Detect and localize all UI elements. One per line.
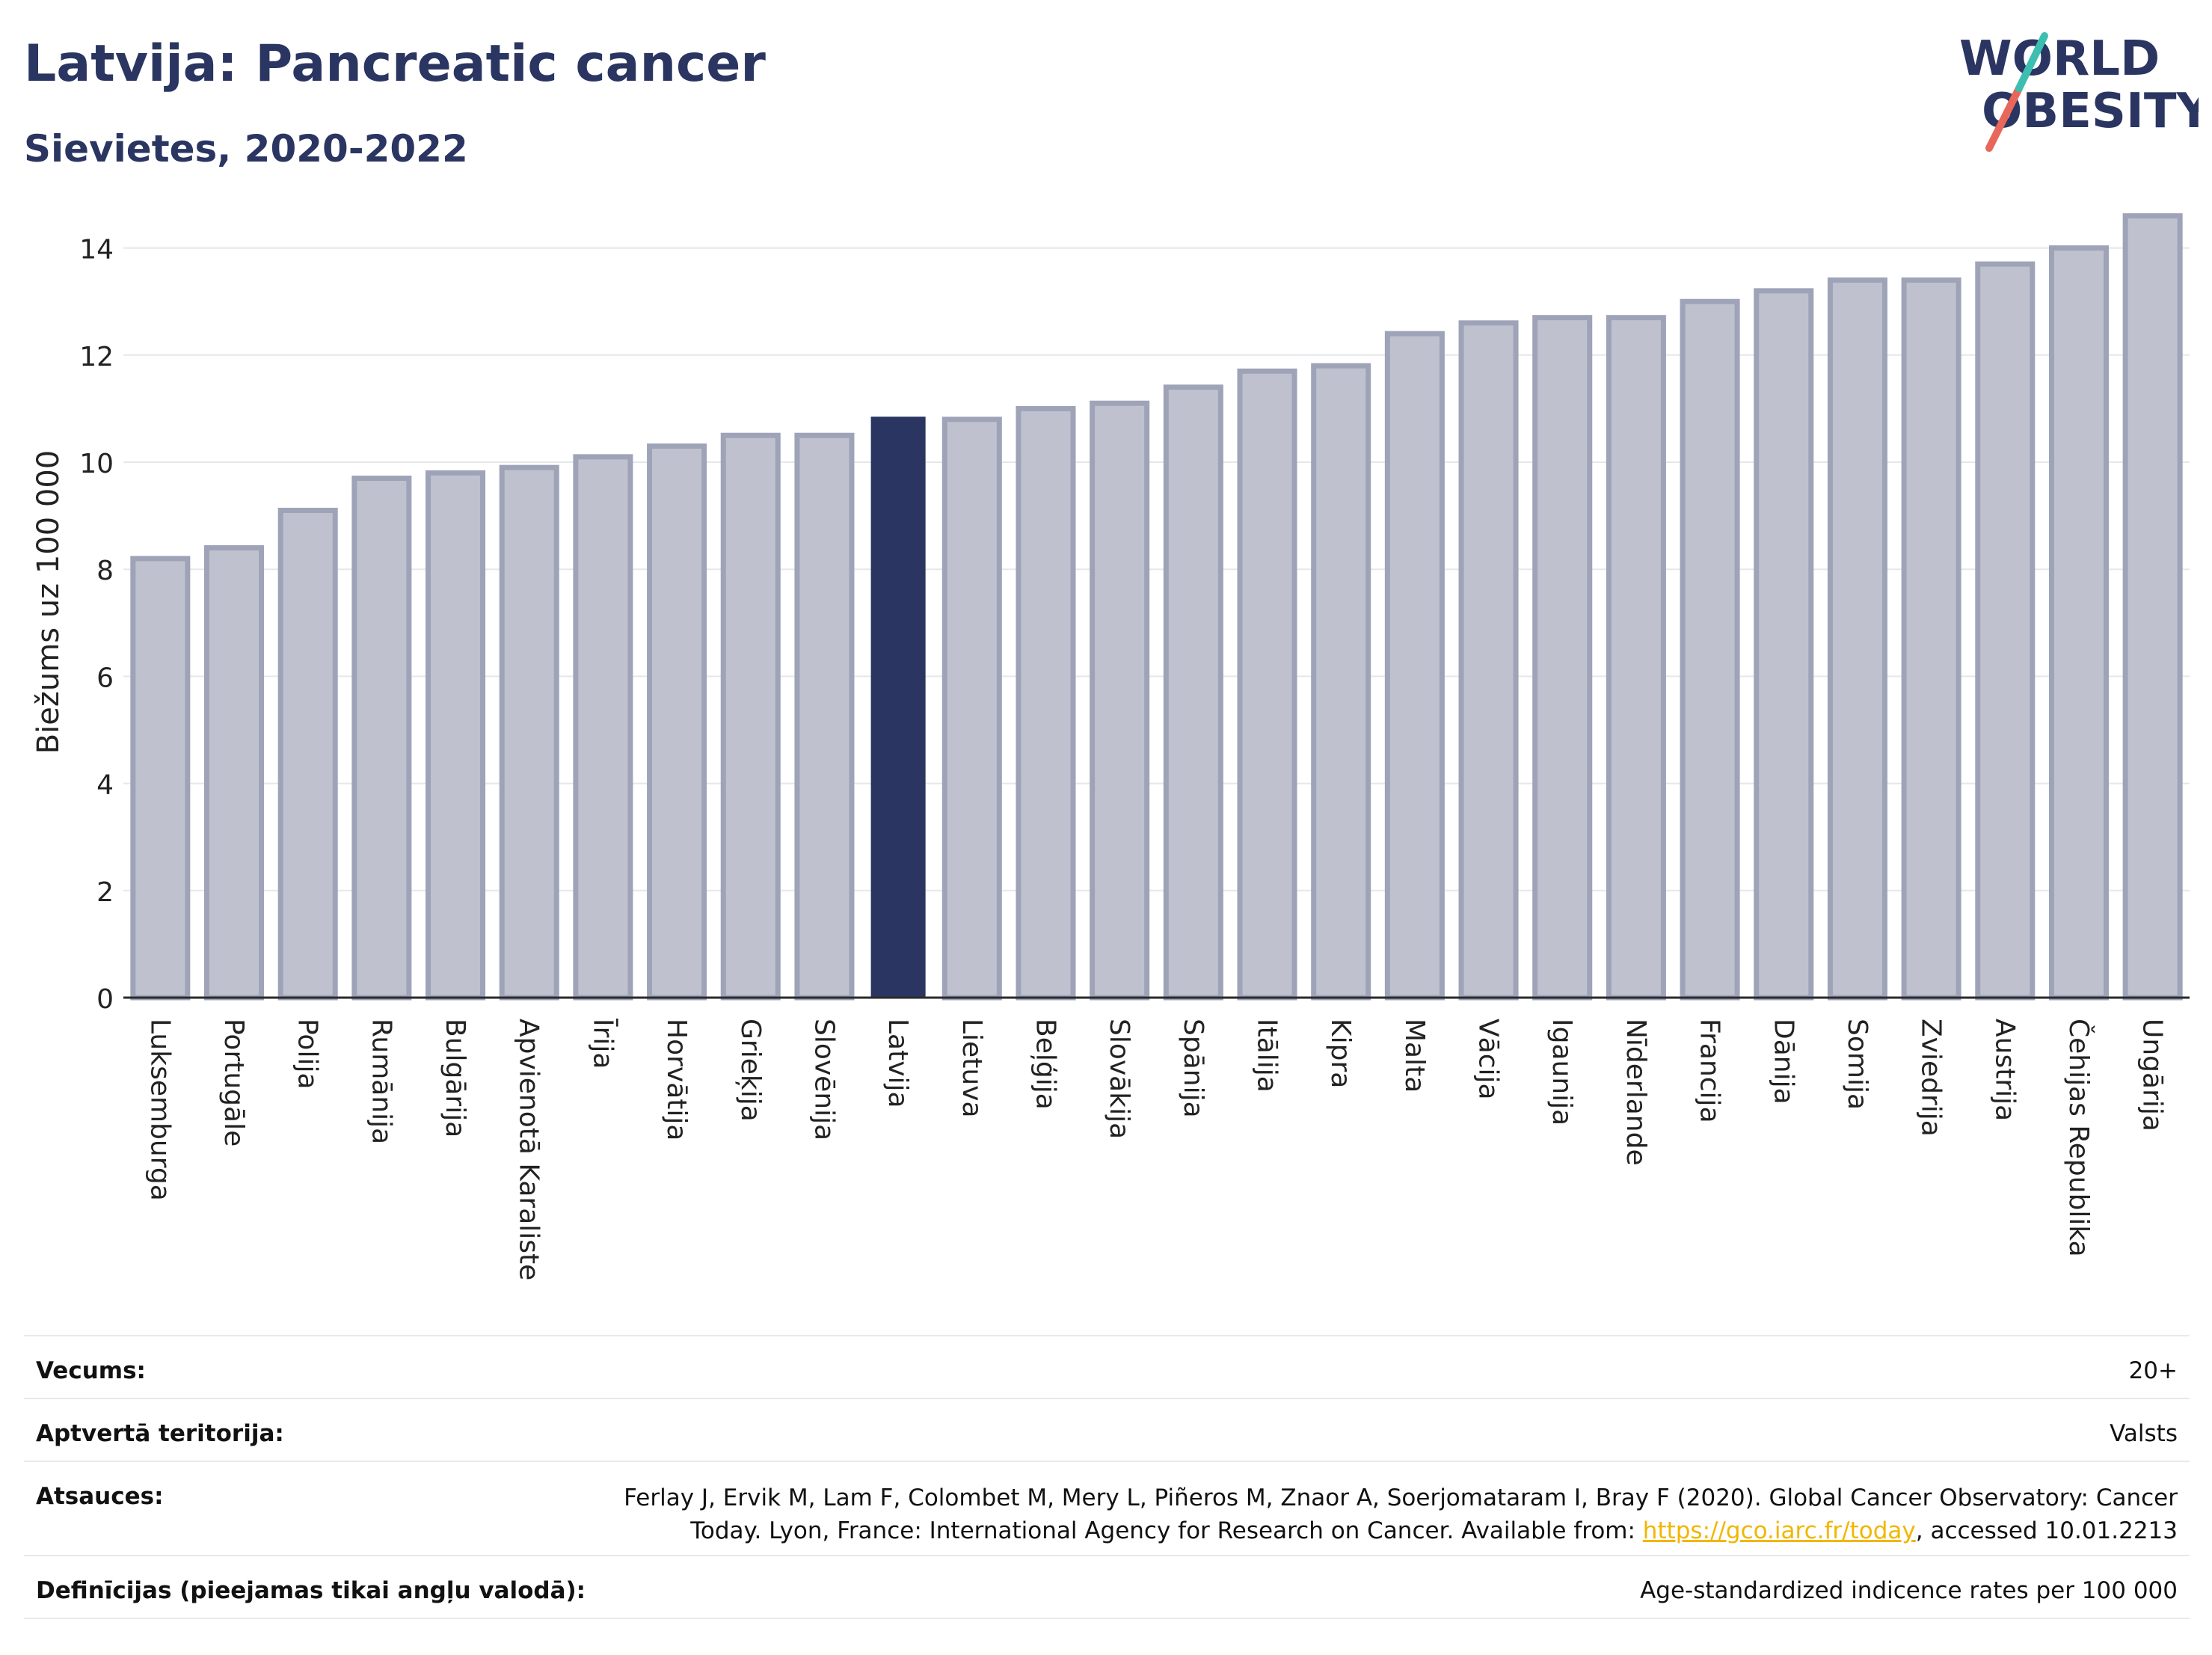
x-tick-label: Zviedrija xyxy=(1916,1019,1947,1137)
bar xyxy=(1532,315,1593,1001)
x-tick-label: Luksemburga xyxy=(144,1019,175,1201)
x-tick-label: Polija xyxy=(292,1019,323,1090)
bar xyxy=(573,454,633,1001)
x-tick-label: Slovēnija xyxy=(808,1019,839,1140)
metadata-table: Vecums: 20+ Aptvertā teritorija: Valsts … xyxy=(24,1335,2190,1619)
bar xyxy=(1754,288,1814,1001)
bar xyxy=(1163,384,1223,1001)
reference-link[interactable]: https://gco.iarc.fr/today xyxy=(1642,1517,1916,1544)
bar xyxy=(351,475,412,1001)
world-obesity-logo: WORLD OBESITY xyxy=(1959,31,2199,152)
meta-row-references: Atsauces: Ferlay J, Ervik M, Lam F, Colo… xyxy=(24,1461,2190,1555)
y-tick-label: 12 xyxy=(79,342,114,372)
bar xyxy=(1311,363,1371,1001)
chart-title: Latvija: Pancreatic cancer xyxy=(24,34,766,93)
logo-slash-red xyxy=(1985,85,2023,152)
reference-line-2: Today. Lyon, France: International Agenc… xyxy=(690,1517,2178,1544)
reference-line-1: Ferlay J, Ervik M, Lam F, Colombet M, Me… xyxy=(624,1484,2178,1511)
meta-label-age: Vecums: xyxy=(36,1357,146,1384)
bar xyxy=(204,545,265,1001)
logo-line-1: WORLD xyxy=(1959,31,2160,87)
x-tick-label: Apvienotā Karaliste xyxy=(514,1019,544,1280)
meta-row-age: Vecums: 20+ xyxy=(24,1335,2190,1398)
x-tick-label: Čehijas Republika xyxy=(2063,1019,2095,1257)
x-tick-label: Austrija xyxy=(1989,1019,2020,1121)
meta-value-territory: Valsts xyxy=(2110,1420,2178,1447)
x-tick-label: Somija xyxy=(1842,1019,1872,1110)
bar xyxy=(425,470,486,1001)
x-tick-label: Igaunija xyxy=(1546,1019,1577,1126)
bar xyxy=(1901,277,1961,1001)
x-tick-label: Ungārija xyxy=(2137,1019,2168,1132)
meta-label-territory: Aptvertā teritorija: xyxy=(36,1420,284,1447)
x-tick-label: Malta xyxy=(1399,1019,1430,1093)
x-tick-label: Bulgārija xyxy=(440,1019,470,1137)
x-tick-label: Īrija xyxy=(587,1019,618,1069)
bar xyxy=(1090,400,1150,1001)
x-tick-label: Horvātija xyxy=(661,1019,692,1140)
x-tick-label: Beļģija xyxy=(1030,1019,1060,1110)
bar xyxy=(720,432,781,1001)
bar xyxy=(1237,368,1297,1001)
x-tick-label: Itālija xyxy=(1252,1019,1282,1093)
y-tick-label: 14 xyxy=(79,235,114,265)
x-tick-label: Nīderlande xyxy=(1620,1019,1651,1166)
bar xyxy=(1827,277,1887,1001)
meta-value-references: Ferlay J, Ervik M, Lam F, Colombet M, Me… xyxy=(624,1481,2178,1547)
bar xyxy=(130,556,191,1001)
bar xyxy=(870,417,926,998)
x-tick-label: Portugāle xyxy=(218,1019,249,1146)
chart-subtitle: Sievietes, 2020-2022 xyxy=(24,127,468,171)
y-axis-label: Biežums uz 100 000 xyxy=(31,450,66,755)
bar xyxy=(1458,320,1519,1001)
x-tick-label: Rumānija xyxy=(366,1019,396,1144)
y-tick-label: 8 xyxy=(96,556,114,586)
meta-label-references: Atsauces: xyxy=(36,1483,164,1510)
meta-label-definitions: Definīcijas (pieejamas tikai angļu valod… xyxy=(36,1577,586,1604)
y-tick-label: 4 xyxy=(96,770,114,801)
meta-value-age: 20+ xyxy=(2128,1357,2178,1384)
bar xyxy=(1384,331,1445,1001)
bar xyxy=(941,417,1002,1001)
bar xyxy=(1606,315,1666,1001)
x-tick-label: Francija xyxy=(1695,1019,1725,1123)
y-tick-label: 10 xyxy=(79,449,114,479)
x-tick-label: Grieķija xyxy=(735,1019,766,1122)
y-tick-label: 6 xyxy=(96,663,114,693)
bar xyxy=(647,443,707,1001)
bars xyxy=(130,213,2183,1001)
meta-value-definitions: Age-standardized indicence rates per 100… xyxy=(1640,1577,2178,1604)
bar-chart: 0 2 4 6 8 10 12 14 Luksemburga Portugāle Polija Ru… xyxy=(31,213,2190,1280)
bar xyxy=(1016,405,1076,1001)
bar xyxy=(794,432,855,1001)
meta-row-definitions: Definīcijas (pieejamas tikai angļu valod… xyxy=(24,1555,2190,1618)
bar xyxy=(2048,245,2109,1001)
x-tick-label: Vācija xyxy=(1473,1019,1504,1100)
x-tick-label: Spānija xyxy=(1178,1019,1208,1118)
meta-row-territory: Aptvertā teritorija: Valsts xyxy=(24,1398,2190,1461)
x-tick-label: Latvija xyxy=(882,1019,913,1108)
y-axis-ticks: 0 2 4 6 8 10 12 14 xyxy=(79,235,114,1015)
bar xyxy=(2122,213,2183,1001)
bar xyxy=(1975,261,2036,1001)
bar xyxy=(1680,298,1740,1001)
bar xyxy=(277,507,338,1001)
x-tick-label: Slovākija xyxy=(1104,1019,1134,1139)
logo-slash-teal xyxy=(2015,32,2048,92)
bar xyxy=(499,464,559,1001)
x-tick-label: Lietuva xyxy=(956,1019,987,1118)
y-tick-label: 2 xyxy=(96,877,114,908)
x-tick-label: Dānija xyxy=(1768,1019,1798,1105)
x-tick-label: Kipra xyxy=(1325,1019,1356,1088)
x-axis-ticks: Luksemburga Portugāle Polija Rumānija Bulgār… xyxy=(144,1019,2167,1280)
y-tick-label: 0 xyxy=(96,984,114,1015)
